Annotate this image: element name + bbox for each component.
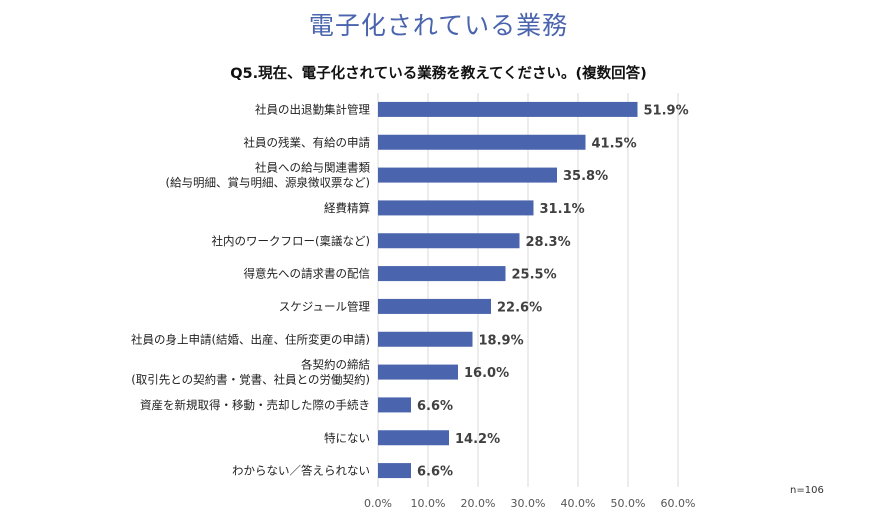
category-labels: 社員の出退勤集計管理社員の残業、有給の申請社員への給与関連書類(給与明細、賞与明… [131,102,370,477]
data-label: 16.0% [464,366,509,381]
bar [378,233,520,249]
bar [378,167,557,183]
x-tick-label: 20.0% [461,497,496,510]
bar [378,463,411,479]
category-label: 社員の出退勤集計管理 [255,102,370,116]
category-label: (給与明細、賞与明細、源泉徴収票など) [166,176,370,190]
category-label: 各契約の締結 [301,358,370,372]
category-label: 社員の残業、有給の申請 [244,135,371,149]
x-axis-ticks: 0.0% 10.0% 20.0% 30.0% 40.0% 50.0% 60.0% [364,497,695,510]
category-label: わからない／答えられない [232,464,370,478]
x-tick-label: 60.0% [661,497,696,510]
data-label: 28.3% [526,235,571,250]
category-label: 得意先への請求書の配信 [244,267,371,281]
sample-size-note: n=106 [790,485,824,496]
page-title: 電子化されている業務 [308,11,569,40]
bar [378,331,473,347]
x-tick-label: 10.0% [411,497,446,510]
category-label: スケジュール管理 [279,299,371,313]
data-label: 41.5% [592,136,637,151]
bar [378,101,638,117]
bars: 51.9% 41.5% 35.8% 31.1% 28.3% 25.5% 22.6% 18.9%… [378,101,689,480]
data-label: 51.9% [644,103,689,118]
bar [378,134,586,150]
bar [378,200,534,216]
bar [378,430,449,446]
category-label: 特にない [324,431,370,445]
bar [378,397,411,413]
data-label: 35.8% [563,169,608,184]
category-label: (取引先との契約書・覚書、社員との労働契約) [131,373,370,387]
x-tick-label: 40.0% [561,497,596,510]
category-label: 社員への給与関連書類 [255,161,370,175]
data-label: 18.9% [479,333,524,348]
category-label: 社内のワークフロー(稟議など) [212,234,370,248]
category-label: 社員の身上申請(結婚、出産、住所変更の申請) [131,332,370,346]
bar [378,298,491,314]
x-tick-label: 30.0% [511,497,546,510]
data-label: 6.6% [417,399,453,414]
chart-title: Q5.現在、電子化されている業務を教えてください。(複数回答) [230,66,647,82]
data-label: 14.2% [455,432,500,447]
x-tick-label: 50.0% [611,497,646,510]
data-label: 25.5% [512,268,557,283]
data-label: 31.1% [540,202,585,217]
bar [378,266,506,282]
x-tick-label: 0.0% [364,497,392,510]
gridlines [377,93,679,487]
category-label: 経費精算 [324,201,370,215]
category-label: 資産を新規取得・移動・売却した際の手続き [140,398,370,412]
data-label: 6.6% [417,465,453,480]
data-label: 22.6% [497,300,542,315]
bar [378,364,458,380]
